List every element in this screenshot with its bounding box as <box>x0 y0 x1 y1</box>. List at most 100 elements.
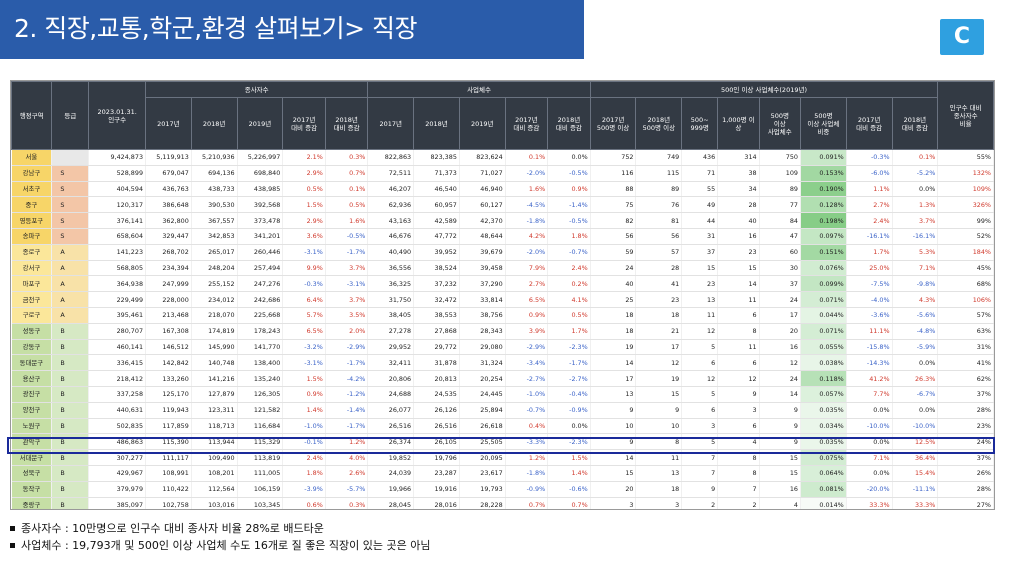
data-cell: 314 <box>717 149 760 166</box>
table-row: 관악구 B 486,863 115,390 113,944 115,329 -0.1% 1.2… <box>11 433 994 451</box>
data-cell: 7 <box>681 449 719 466</box>
sub-header-workers-2: 2019년 <box>236 97 284 150</box>
data-cell: 37,232 <box>413 275 460 293</box>
data-cell: 36.4% <box>892 449 939 466</box>
data-cell: 0.118% <box>800 370 847 387</box>
grade-cell: S <box>51 228 90 245</box>
data-cell: 3 <box>717 402 760 419</box>
sub-header-large-1: 2018년 500명 이상 <box>635 97 683 150</box>
data-cell: 16 <box>717 228 760 245</box>
data-cell: 99% <box>937 212 994 229</box>
data-cell: 37 <box>759 275 802 293</box>
data-cell: 45% <box>937 260 994 277</box>
sub-header-businesses-2: 2019년 <box>458 97 506 150</box>
data-cell: 486,863 <box>88 433 147 451</box>
grade-cell: A <box>51 275 90 293</box>
data-cell: 109,490 <box>191 449 238 466</box>
data-cell: 1.8% <box>547 228 591 245</box>
data-cell: 6 <box>717 418 760 435</box>
data-cell: 228,000 <box>145 291 192 308</box>
data-cell: 49 <box>681 196 719 214</box>
data-cell: 248,204 <box>191 260 238 277</box>
data-cell: 17 <box>590 370 637 387</box>
district-name-cell: 강남구 <box>11 165 53 182</box>
sub-header-row: 2017년 2018년 2019년 2017년 대비 증감 2018년 대비 증감 201… <box>12 97 994 150</box>
data-cell: 24 <box>759 370 802 387</box>
data-cell: -1.4% <box>325 402 369 419</box>
grade-cell: B <box>51 323 90 340</box>
data-cell: 17 <box>759 307 802 324</box>
table-row: 서초구 S 404,594 436,763 438,733 438,985 0.5% 0.1%… <box>11 181 994 198</box>
data-cell: 31,324 <box>459 354 506 372</box>
data-cell: 376,141 <box>88 212 147 229</box>
table-row: 성동구 B 280,707 167,308 174,819 178,243 6.5% 2.0%… <box>11 323 994 340</box>
header-population: 2023.01.31. 인구수 <box>88 81 147 150</box>
data-cell: 18 <box>635 307 683 324</box>
data-cell: 103,345 <box>237 497 284 509</box>
data-cell: 138,400 <box>237 354 284 372</box>
note-businesses: 사업체수 : 19,793개 및 500인 이상 사업체 수도 16개로 질 좋… <box>10 537 431 554</box>
data-cell: 14 <box>590 354 637 372</box>
grade-cell: A <box>51 307 90 324</box>
data-cell: 10 <box>590 418 637 435</box>
data-cell: 5 <box>681 339 719 356</box>
data-cell: -3.4% <box>505 354 549 372</box>
data-cell: 5.3% <box>892 244 939 261</box>
data-cell: 109% <box>937 181 994 198</box>
district-name-cell: 성동구 <box>11 323 53 340</box>
grade-cell: B <box>51 465 90 482</box>
data-cell: 145,990 <box>191 339 238 356</box>
data-cell: 3.5% <box>325 307 369 324</box>
data-cell: 20,813 <box>413 370 460 387</box>
data-cell: 528,899 <box>88 165 147 182</box>
data-cell: 141,216 <box>191 370 238 387</box>
data-cell: 121,582 <box>237 402 284 419</box>
data-cell: 52% <box>937 228 994 245</box>
data-cell: 2.0% <box>325 323 369 340</box>
data-cell: 1.6% <box>325 212 369 229</box>
district-name-cell: 강서구 <box>11 260 53 277</box>
data-cell: -1.0% <box>282 418 326 435</box>
data-cell: 0.198% <box>800 212 847 229</box>
data-cell: 28 <box>717 196 760 214</box>
data-cell: 55% <box>937 149 994 166</box>
data-cell: 342,853 <box>191 228 238 245</box>
data-cell: 0.076% <box>800 260 847 277</box>
data-cell: 2.7% <box>505 275 549 293</box>
data-cell: -10.0% <box>846 418 893 435</box>
data-cell: 20,254 <box>459 370 506 387</box>
data-cell: 658,604 <box>88 228 147 245</box>
data-cell: 0.9% <box>547 181 591 198</box>
data-cell: 337,258 <box>88 386 147 403</box>
data-cell: 8 <box>635 433 683 451</box>
data-cell: 140,748 <box>191 354 238 372</box>
data-cell: 29,772 <box>413 339 460 356</box>
grade-cell: A <box>51 244 90 261</box>
data-cell: 15 <box>635 386 683 403</box>
data-cell: 126,305 <box>237 386 284 403</box>
data-cell: 25,894 <box>459 402 506 419</box>
grade-cell: B <box>51 339 90 356</box>
data-cell: 178,243 <box>237 323 284 340</box>
data-cell: 25 <box>590 291 637 308</box>
data-cell: 133,260 <box>145 370 192 387</box>
data-cell: 9 <box>635 402 683 419</box>
grade-cell: S <box>51 196 90 214</box>
data-cell: 0.6% <box>282 497 326 509</box>
data-cell: 234,394 <box>145 260 192 277</box>
data-cell: 142,842 <box>145 354 192 372</box>
grade-cell: B <box>51 418 90 435</box>
data-cell: 502,835 <box>88 418 147 435</box>
data-cell: 3 <box>681 418 719 435</box>
district-name-cell: 서울 <box>11 149 53 166</box>
data-cell: 115 <box>635 165 683 182</box>
data-cell: 3.6% <box>282 228 326 245</box>
data-cell: 60,957 <box>413 196 460 214</box>
data-cell: 20 <box>590 481 637 498</box>
district-name-cell: 동대문구 <box>11 354 53 372</box>
data-cell: 33,814 <box>459 291 506 308</box>
data-cell: 125,170 <box>145 386 192 403</box>
district-name-cell: 광진구 <box>11 386 53 403</box>
data-cell: 16 <box>759 481 802 498</box>
data-cell: 385,097 <box>88 497 147 509</box>
